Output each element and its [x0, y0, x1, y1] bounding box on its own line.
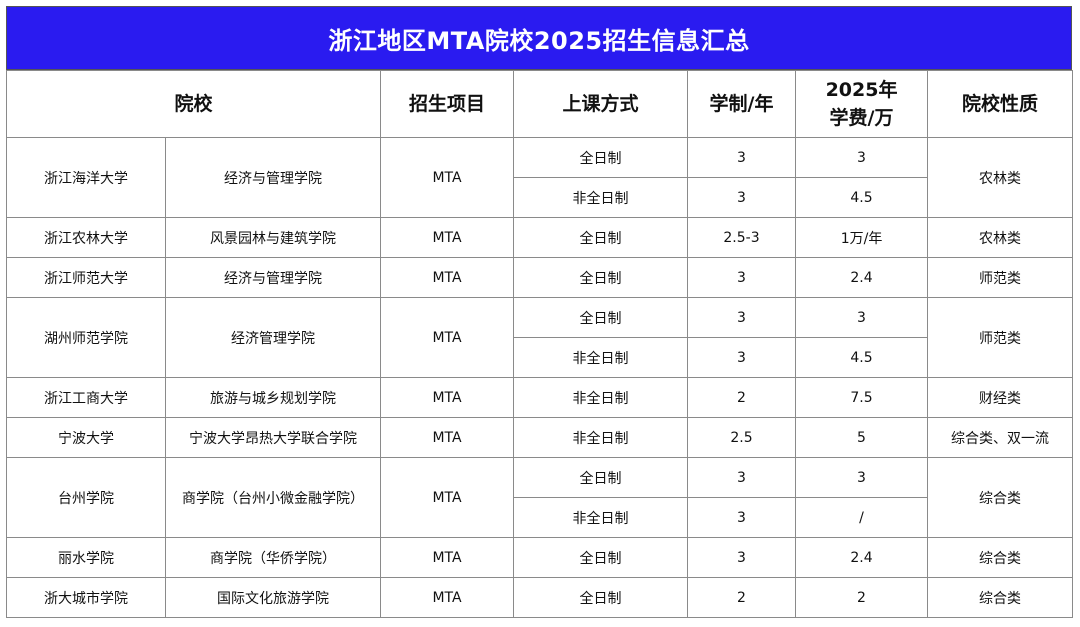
- program-cell: MTA: [380, 577, 515, 618]
- fee-cell: 1万/年: [795, 217, 929, 258]
- duration-cell: 3: [687, 177, 797, 218]
- college-cell: 商学院（华侨学院）: [164, 537, 382, 578]
- table-row: 宁波大学 宁波大学昂热大学联合学院 MTA 非全日制 2.5 5 综合类、双一流: [6, 417, 1074, 458]
- fee-cell: 7.5: [795, 377, 929, 418]
- table-header: 院校 招生项目 上课方式 学制/年 2025年 学费/万 院校性质: [5, 70, 1074, 138]
- mode-cell: 非全日制: [513, 417, 689, 458]
- nature-cell: 综合类: [927, 457, 1074, 538]
- table-body: 浙江海洋大学 经济与管理学院 MTA 全日制 3 3 农林类 非全日制 3 4.5 浙江农林大学 风景…: [6, 137, 1074, 618]
- table-row: 浙江海洋大学 经济与管理学院 MTA 全日制 3 3 农林类: [6, 137, 1074, 218]
- duration-cell: 3: [687, 537, 797, 578]
- fee-cell: 3: [795, 457, 929, 498]
- college-cell: 经济与管理学院: [164, 257, 382, 298]
- school-name-cell: 浙江工商大学: [6, 377, 166, 418]
- fee-cell: 4.5: [795, 337, 929, 378]
- mode-cell: 全日制: [513, 137, 689, 178]
- mode-cell: 全日制: [513, 297, 689, 338]
- fee-cell: /: [795, 497, 929, 538]
- table-row: 浙江农林大学 风景园林与建筑学院 MTA 全日制 2.5-3 1万/年 农林类: [6, 217, 1074, 258]
- program-cell: MTA: [380, 217, 515, 258]
- nature-cell: 综合类、双一流: [927, 417, 1074, 458]
- fee-cell: 4.5: [795, 177, 929, 218]
- duration-cell: 3: [687, 337, 797, 378]
- program-cell: MTA: [380, 297, 515, 378]
- header-mode: 上课方式: [513, 70, 689, 138]
- header-school: 院校: [5, 70, 382, 138]
- nature-cell: 农林类: [927, 217, 1074, 258]
- college-cell: 风景园林与建筑学院: [164, 217, 382, 258]
- school-name-cell: 湖州师范学院: [6, 297, 166, 378]
- school-name-cell: 丽水学院: [6, 537, 166, 578]
- header-fee-line2: 学费/万: [829, 107, 894, 129]
- fee-cell: 2.4: [795, 537, 929, 578]
- college-cell: 经济管理学院: [164, 297, 382, 378]
- mode-cell: 非全日制: [513, 337, 689, 378]
- school-name-cell: 浙大城市学院: [6, 577, 166, 618]
- duration-cell: 3: [687, 497, 797, 538]
- mode-cell: 全日制: [513, 577, 689, 618]
- header-nature: 院校性质: [927, 70, 1074, 138]
- program-cell: MTA: [380, 417, 515, 458]
- school-name-cell: 宁波大学: [6, 417, 166, 458]
- table-row: 丽水学院 商学院（华侨学院） MTA 全日制 3 2.4 综合类: [6, 537, 1074, 578]
- nature-cell: 农林类: [927, 137, 1074, 218]
- mode-cell: 非全日制: [513, 497, 689, 538]
- school-name-cell: 浙江海洋大学: [6, 137, 166, 218]
- mode-cell: 全日制: [513, 537, 689, 578]
- table-row: 浙江师范大学 经济与管理学院 MTA 全日制 3 2.4 师范类: [6, 257, 1074, 298]
- fee-cell: 2: [795, 577, 929, 618]
- college-cell: 宁波大学昂热大学联合学院: [164, 417, 382, 458]
- table-row: 浙大城市学院 国际文化旅游学院 MTA 全日制 2 2 综合类: [6, 577, 1074, 618]
- fee-cell: 3: [795, 297, 929, 338]
- header-duration: 学制/年: [687, 70, 797, 138]
- mode-cell: 全日制: [513, 457, 689, 498]
- duration-cell: 2.5-3: [687, 217, 797, 258]
- duration-cell: 2: [687, 577, 797, 618]
- mode-cell: 非全日制: [513, 177, 689, 218]
- table-row: 湖州师范学院 经济管理学院 MTA 全日制 3 3 师范类: [6, 297, 1074, 378]
- duration-cell: 3: [687, 137, 797, 178]
- duration-cell: 3: [687, 257, 797, 298]
- mode-cell: 全日制: [513, 217, 689, 258]
- program-cell: MTA: [380, 537, 515, 578]
- nature-cell: 师范类: [927, 297, 1074, 378]
- fee-cell: 2.4: [795, 257, 929, 298]
- school-name-cell: 台州学院: [6, 457, 166, 538]
- duration-cell: 3: [687, 297, 797, 338]
- nature-cell: 财经类: [927, 377, 1074, 418]
- page-title: 浙江地区MTA院校2025招生信息汇总: [6, 6, 1072, 70]
- fee-cell: 3: [795, 137, 929, 178]
- duration-cell: 2.5: [687, 417, 797, 458]
- mode-cell: 非全日制: [513, 377, 689, 418]
- duration-cell: 3: [687, 457, 797, 498]
- table-row: 台州学院 商学院（台州小微金融学院） MTA 全日制 3 3 综合类: [6, 457, 1074, 538]
- program-cell: MTA: [380, 457, 515, 538]
- header-row: 院校 招生项目 上课方式 学制/年 2025年 学费/万 院校性质: [5, 70, 1074, 138]
- nature-cell: 师范类: [927, 257, 1074, 298]
- college-cell: 旅游与城乡规划学院: [164, 377, 382, 418]
- nature-cell: 综合类: [927, 577, 1074, 618]
- mode-cell: 全日制: [513, 257, 689, 298]
- header-fee-line1: 2025年: [825, 79, 898, 101]
- fee-cell: 5: [795, 417, 929, 458]
- college-cell: 经济与管理学院: [164, 137, 382, 218]
- school-name-cell: 浙江农林大学: [6, 217, 166, 258]
- college-cell: 国际文化旅游学院: [164, 577, 382, 618]
- header-fee: 2025年 学费/万: [795, 70, 929, 138]
- program-cell: MTA: [380, 377, 515, 418]
- duration-cell: 2: [687, 377, 797, 418]
- header-program: 招生项目: [380, 70, 515, 138]
- table-row: 浙江工商大学 旅游与城乡规划学院 MTA 非全日制 2 7.5 财经类: [6, 377, 1074, 418]
- school-name-cell: 浙江师范大学: [6, 257, 166, 298]
- document-frame: 浙江地区MTA院校2025招生信息汇总 院校 招生项目 上课方式 学制/年 20…: [5, 6, 1074, 618]
- program-cell: MTA: [380, 257, 515, 298]
- nature-cell: 综合类: [927, 537, 1074, 578]
- program-cell: MTA: [380, 137, 515, 218]
- table-row: 非全日制 3 4.5: [7, 177, 1073, 218]
- college-cell: 商学院（台州小微金融学院）: [164, 457, 382, 538]
- admissions-table: 院校 招生项目 上课方式 学制/年 2025年 学费/万 院校性质 浙江海洋大学…: [5, 70, 1074, 618]
